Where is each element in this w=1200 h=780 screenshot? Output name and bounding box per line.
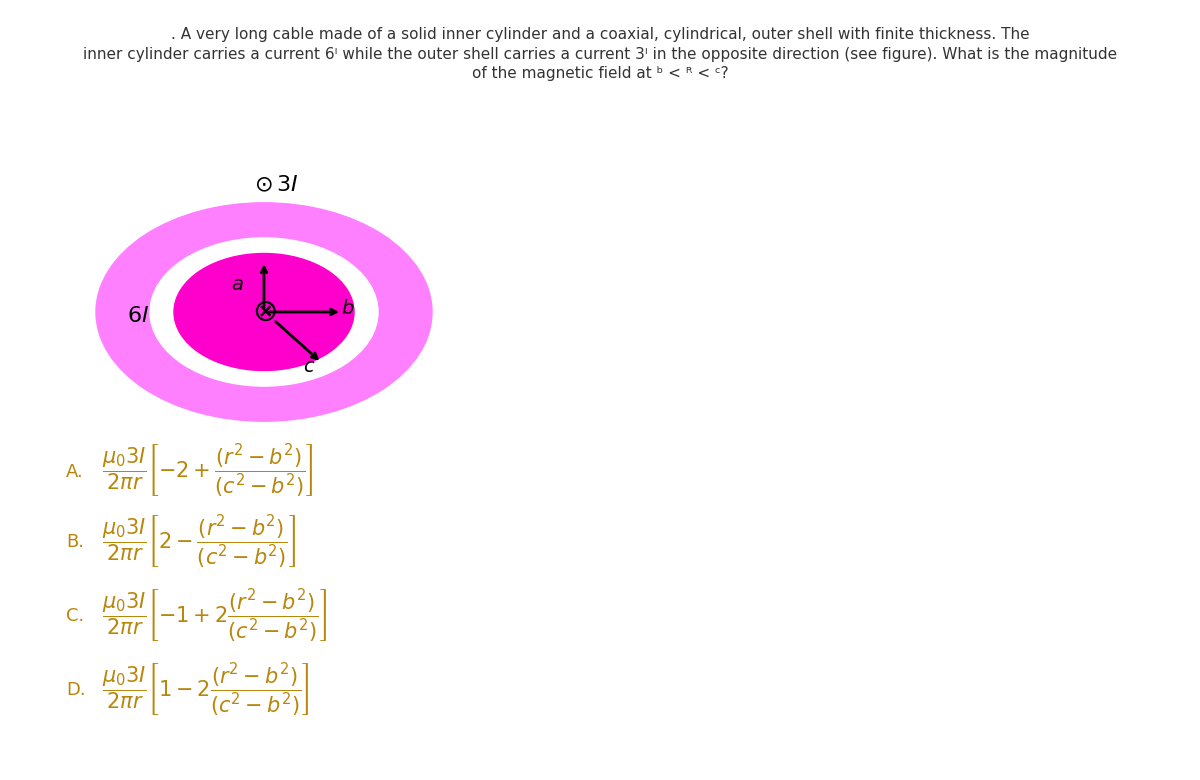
Text: $b$: $b$ — [341, 299, 355, 317]
Text: $\odot\, 3I$: $\odot\, 3I$ — [254, 175, 298, 195]
Circle shape — [174, 254, 354, 370]
Text: C.: C. — [66, 607, 84, 626]
Circle shape — [150, 238, 378, 386]
Text: $6I$: $6I$ — [127, 306, 149, 326]
Text: $c$: $c$ — [304, 357, 316, 376]
Text: inner cylinder carries a current 6ᴵ while the outer shell carries a current 3ᴵ i: inner cylinder carries a current 6ᴵ whil… — [83, 47, 1117, 62]
Text: . A very long cable made of a solid inner cylinder and a coaxial, cylindrical, o: . A very long cable made of a solid inne… — [170, 27, 1030, 42]
Text: $\dfrac{\mu_0 3I}{2\pi r}\left[-1 + 2\dfrac{(r^2 - b^2)}{(c^2 - b^2)}\right]$: $\dfrac{\mu_0 3I}{2\pi r}\left[-1 + 2\df… — [102, 587, 328, 645]
Text: B.: B. — [66, 533, 84, 551]
Text: A.: A. — [66, 463, 84, 481]
Text: $\dfrac{\mu_0 3I}{2\pi r}\left[2 - \dfrac{(r^2 - b^2)}{(c^2 - b^2)}\right]$: $\dfrac{\mu_0 3I}{2\pi r}\left[2 - \dfra… — [102, 513, 296, 571]
Text: $a$: $a$ — [232, 275, 244, 294]
Circle shape — [96, 203, 432, 421]
Text: $\dfrac{\mu_0 3I}{2\pi r}\left[1 - 2\dfrac{(r^2 - b^2)}{(c^2 - b^2)}\right]$: $\dfrac{\mu_0 3I}{2\pi r}\left[1 - 2\dfr… — [102, 661, 310, 719]
Text: D.: D. — [66, 681, 85, 700]
Text: of the magnetic field at ᵇ < ᴿ < ᶜ?: of the magnetic field at ᵇ < ᴿ < ᶜ? — [472, 66, 728, 81]
Text: $\otimes$: $\otimes$ — [252, 297, 276, 327]
Text: $\dfrac{\mu_0 3I}{2\pi r}\left[-2 + \dfrac{(r^2 - b^2)}{(c^2 - b^2)}\right]$: $\dfrac{\mu_0 3I}{2\pi r}\left[-2 + \dfr… — [102, 443, 314, 501]
